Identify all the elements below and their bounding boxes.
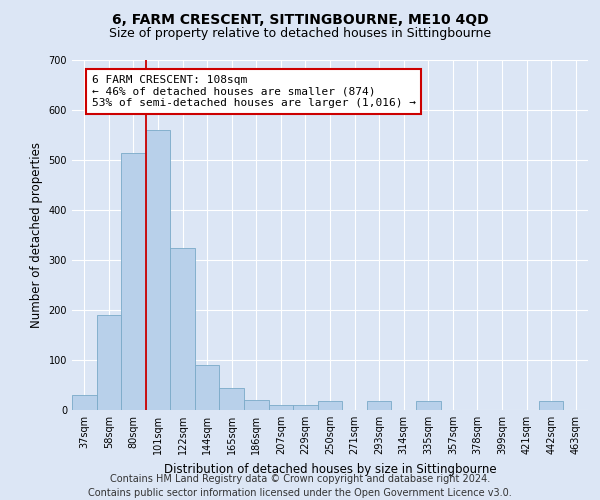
Bar [170,248,195,410]
Text: 6, FARM CRESCENT, SITTINGBOURNE, ME10 4QD: 6, FARM CRESCENT, SITTINGBOURNE, ME10 4Q… [112,12,488,26]
Bar [244,400,269,410]
Bar [367,401,391,410]
Bar [318,401,342,410]
Bar [195,365,220,410]
X-axis label: Distribution of detached houses by size in Sittingbourne: Distribution of detached houses by size … [164,462,496,475]
Bar [293,405,318,410]
Bar [539,401,563,410]
Bar [146,130,170,410]
Bar [121,152,146,410]
Bar [220,388,244,410]
Text: 6 FARM CRESCENT: 108sqm
← 46% of detached houses are smaller (874)
53% of semi-d: 6 FARM CRESCENT: 108sqm ← 46% of detache… [92,75,416,108]
Bar [416,401,440,410]
Bar [72,395,97,410]
Bar [97,315,121,410]
Y-axis label: Number of detached properties: Number of detached properties [30,142,43,328]
Text: Contains HM Land Registry data © Crown copyright and database right 2024.
Contai: Contains HM Land Registry data © Crown c… [88,474,512,498]
Bar [269,405,293,410]
Text: Size of property relative to detached houses in Sittingbourne: Size of property relative to detached ho… [109,28,491,40]
